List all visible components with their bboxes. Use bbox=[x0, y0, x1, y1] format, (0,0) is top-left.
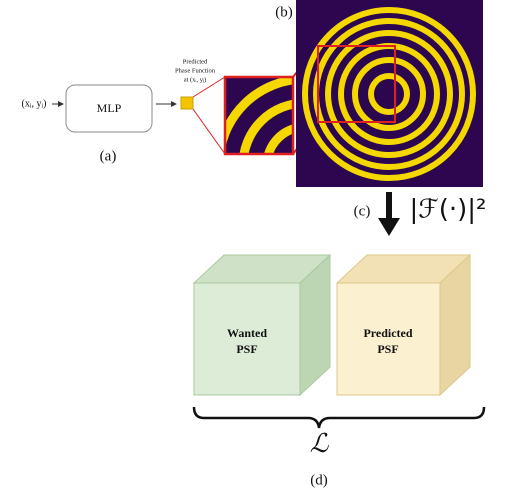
diagram: (xᵢ, yᵢ) MLP (a) Predicted Phase Functio… bbox=[0, 0, 523, 498]
transform: |ℱ(·)|² bbox=[410, 195, 487, 225]
phase-pixel bbox=[181, 97, 193, 109]
zoom-line bbox=[193, 109, 225, 154]
down-arrow-head bbox=[378, 218, 400, 236]
label-a: (a) bbox=[100, 148, 117, 164]
phase-image bbox=[296, 0, 483, 187]
predicted-label: PSF bbox=[377, 342, 398, 356]
wanted-label: PSF bbox=[236, 342, 257, 356]
brace bbox=[194, 407, 484, 428]
mlp-label: MLP bbox=[97, 101, 122, 115]
phase-caption: at (xᵢ, yⱼ) bbox=[184, 76, 207, 83]
label-d: (d) bbox=[310, 472, 328, 488]
phase-caption: Phase Function bbox=[175, 67, 216, 74]
phase-caption: Predicted bbox=[183, 58, 208, 65]
input-label: (xᵢ, yᵢ) bbox=[22, 98, 47, 109]
predicted-label: Predicted bbox=[363, 326, 412, 340]
label-b: (b) bbox=[275, 4, 293, 20]
wanted-label: Wanted bbox=[227, 326, 267, 340]
label-c: (c) bbox=[354, 203, 371, 219]
loss: ℒ bbox=[310, 429, 330, 458]
